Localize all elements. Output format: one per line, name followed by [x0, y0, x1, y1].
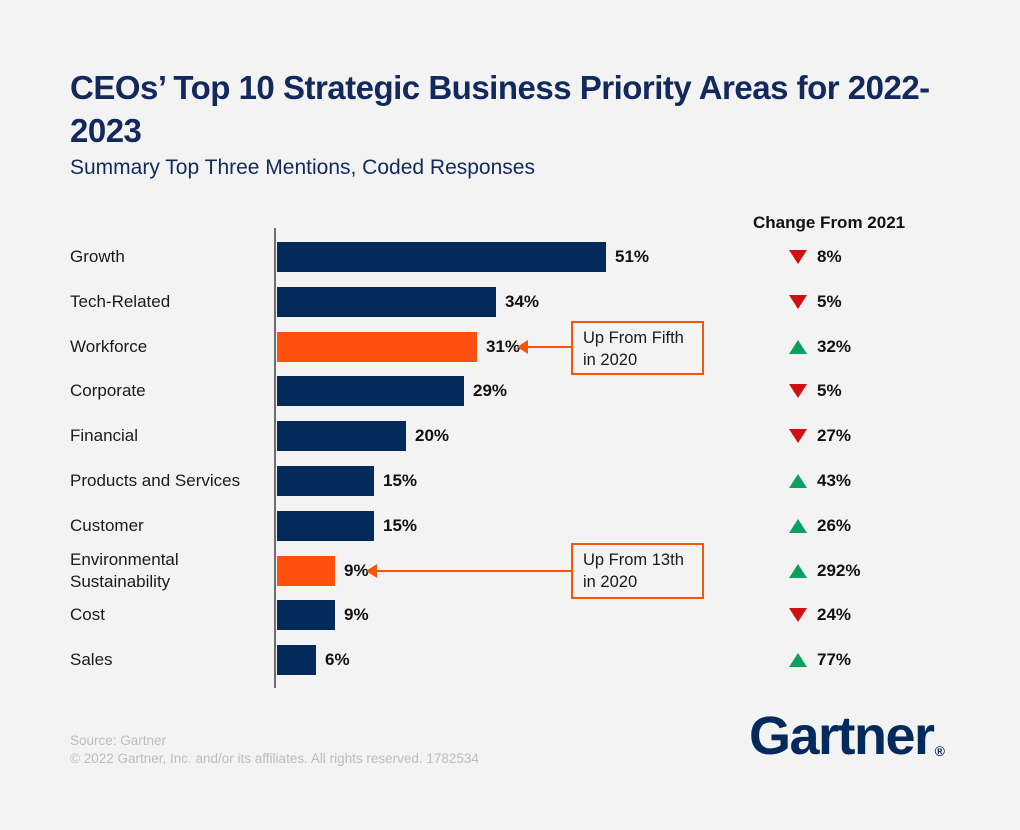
callout-text-line1: Up From Fifth: [583, 329, 684, 347]
value-label: 15%: [383, 515, 418, 535]
change-value: 26%: [817, 515, 852, 535]
bar-navy: [277, 421, 406, 452]
category-label: Products and Services: [70, 471, 241, 490]
triangle-up-icon: [789, 563, 807, 578]
change-value: 32%: [817, 336, 852, 356]
change-value: 8%: [817, 247, 842, 266]
category-label: Customer: [70, 515, 144, 535]
value-label: 9%: [344, 560, 369, 580]
callout-box-workforce: Up From Fifth in 2020: [571, 321, 704, 375]
chart-row: Environmental Sustainability 9% 292%: [0, 550, 1020, 591]
triangle-up-icon: [789, 474, 807, 488]
category-label: Tech-Related: [70, 291, 171, 311]
category-label: Cost: [70, 605, 105, 625]
bar-navy: [277, 510, 374, 541]
gartner-logo-text: Gartner: [749, 706, 935, 766]
y-axis-line: [274, 228, 276, 688]
gartner-logo: Gartner ®: [749, 707, 945, 765]
triangle-down-icon: [789, 294, 807, 309]
page-title: CEOs’ Top 10 Strategic Business Priority…: [70, 69, 930, 149]
callout-arrow-left-icon: [517, 340, 528, 354]
change-column-header: Change From 2021: [753, 213, 906, 232]
value-label: 31%: [486, 336, 521, 356]
triangle-down-icon: [789, 608, 807, 623]
value-label: 51%: [615, 247, 650, 266]
category-label: Growth: [70, 247, 125, 266]
category-label: Corporate: [70, 381, 146, 401]
callout-text-line2: in 2020: [583, 351, 638, 369]
chart-row: Financial 20% 27%: [0, 421, 1020, 452]
page-subtitle: Summary Top Three Mentions, Coded Respon…: [70, 156, 535, 179]
chart-row: Tech-Related 34% 5%: [0, 286, 1020, 317]
callout-text-line2: in 2020: [583, 573, 638, 591]
change-value: 5%: [817, 381, 842, 401]
triangle-up-icon: [789, 518, 807, 533]
bar-navy: [277, 645, 316, 676]
value-label: 20%: [415, 426, 450, 446]
triangle-down-icon: [789, 429, 807, 444]
bar-navy: [277, 466, 374, 496]
bar-navy: [277, 286, 496, 317]
category-label: Financial: [70, 426, 139, 446]
bar-navy: [277, 376, 464, 407]
category-label: Environmental Sustainability: [70, 549, 179, 591]
change-value: 292%: [817, 560, 861, 580]
bar-navy: [277, 600, 335, 631]
callout-arrow-left-icon: [366, 564, 377, 578]
callout-arrow-line: [527, 346, 571, 348]
bar-orange: [277, 331, 477, 362]
value-label: 29%: [473, 381, 508, 401]
footer-copyright: © 2022 Gartner, Inc. and/or its affiliat…: [70, 751, 479, 766]
value-label: 34%: [505, 291, 540, 311]
footer-source: Source: Gartner: [70, 733, 167, 748]
bar-orange: [277, 555, 335, 586]
callout-text-line1: Up From 13th: [583, 551, 684, 569]
registered-trademark-icon: ®: [934, 743, 945, 759]
triangle-down-icon: [789, 250, 807, 264]
triangle-down-icon: [789, 384, 807, 399]
change-value: 5%: [817, 291, 842, 311]
chart-row: Products and Services 15% 43%: [0, 466, 1020, 496]
value-label: 6%: [325, 650, 350, 670]
change-value: 24%: [817, 605, 852, 625]
triangle-up-icon: [789, 653, 807, 668]
chart-row: Workforce 31% 32%: [0, 331, 1020, 362]
category-label: Workforce: [70, 336, 148, 356]
change-value: 43%: [817, 471, 852, 490]
value-label: 9%: [344, 605, 369, 625]
chart-row: Sales 6% 77%: [0, 645, 1020, 676]
callout-box-environmental: Up From 13th in 2020: [571, 543, 704, 599]
bar-navy: [277, 242, 606, 272]
chart-row: Growth 51% 8%: [0, 242, 1020, 272]
chart-row: Customer 15% 26%: [0, 510, 1020, 541]
change-value: 77%: [817, 650, 852, 670]
category-label: Sales: [70, 650, 113, 670]
value-label: 15%: [383, 471, 418, 490]
change-value: 27%: [817, 426, 852, 446]
chart-row: Corporate 29% 5%: [0, 376, 1020, 407]
chart-row: Cost 9% 24%: [0, 600, 1020, 631]
callout-arrow-line: [376, 570, 571, 572]
triangle-up-icon: [789, 339, 807, 354]
